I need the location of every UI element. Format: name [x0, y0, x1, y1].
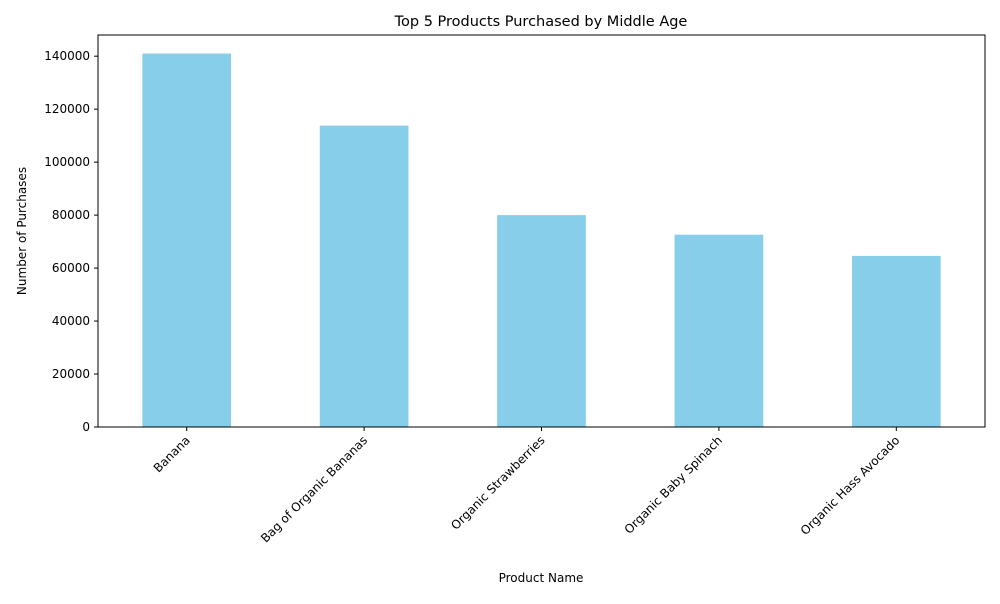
bar-organic-hass-avocado	[851, 255, 941, 427]
y-axis-label: Number of Purchases	[15, 167, 29, 295]
x-tick-label: Banana	[151, 433, 193, 475]
y-tick-label: 20000	[52, 367, 90, 381]
x-tick-label: Organic Hass Avocado	[798, 433, 903, 538]
bar-organic-strawberries	[497, 215, 586, 427]
bar-bag-of-organic-bananas	[319, 125, 409, 427]
bars-group	[142, 53, 941, 428]
y-tick-label: 40000	[52, 314, 90, 328]
bar-organic-baby-spinach	[674, 234, 764, 427]
y-tick-label: 80000	[52, 208, 90, 222]
x-tick-label: Bag of Organic Bananas	[258, 433, 370, 545]
y-tick-label: 120000	[44, 102, 90, 116]
x-axis: Banana Bag of Organic Bananas Organic Stra…	[151, 427, 903, 545]
x-axis-label: Product Name	[499, 571, 584, 585]
y-tick-label: 140000	[44, 49, 90, 63]
x-tick-label: Organic Strawberries	[448, 433, 547, 532]
y-tick-label: 100000	[44, 155, 90, 169]
bar-banana	[142, 53, 232, 428]
y-tick-label: 0	[82, 420, 90, 434]
x-tick-label: Organic Baby Spinach	[622, 433, 725, 536]
chart-title: Top 5 Products Purchased by Middle Age	[394, 14, 688, 30]
plot-area-frame	[97, 34, 986, 428]
y-tick-label: 60000	[52, 261, 90, 275]
y-axis: 0 20000 40000 60000 80000 100000 120000 140000	[44, 49, 98, 434]
